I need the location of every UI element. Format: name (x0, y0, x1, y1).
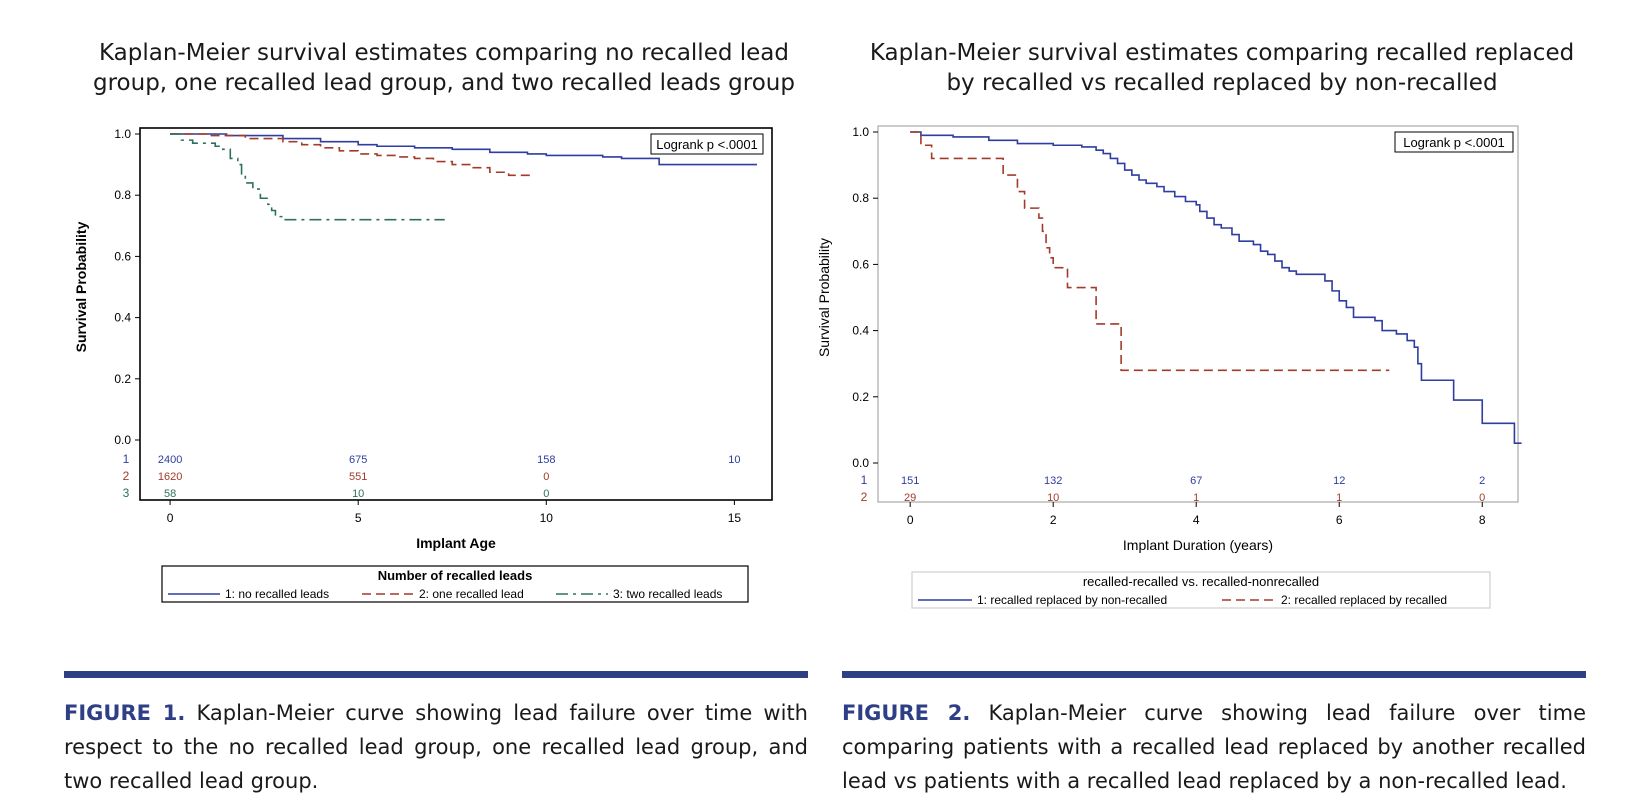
chart1-logrank-text: Logrank p <.0001 (656, 137, 758, 152)
chart1-ytick-label: 1.0 (114, 127, 131, 141)
chart2-ytick-label: 0.8 (852, 191, 869, 205)
chart2-risk-count: 10 (1047, 492, 1059, 504)
chart2-logrank-box (1394, 131, 1514, 153)
chart1-risk-count: 10 (728, 454, 740, 466)
chart2-risk-count: 132 (1044, 475, 1062, 487)
chart2-legend-label-1: 1: recalled replaced by non-recalled (977, 593, 1167, 607)
chart1-risk-count: 0 (543, 488, 549, 500)
chart1-legend-title: Number of recalled leads (378, 568, 533, 583)
figure-2-caption-text: Kaplan-Meier curve showing lead failure … (842, 701, 1586, 793)
chart1-xtick-label: 5 (355, 511, 362, 525)
chart2-risk-count: 151 (901, 475, 919, 487)
chart2-legend-label-2: 2: recalled replaced by recalled (1281, 593, 1447, 607)
chart2-risk-count: 0 (1479, 492, 1485, 504)
chart2-xtick-label: 4 (1193, 513, 1200, 527)
chart1-legend-box (161, 565, 749, 603)
chart1-risk-count: 1620 (158, 471, 182, 483)
chart2-plot-frame (877, 125, 1519, 503)
chart2-ytick-label: 1.0 (852, 125, 869, 139)
chart2-xtick-label: 6 (1336, 513, 1343, 527)
chart2-risk-count: 1 (1336, 492, 1342, 504)
chart1-risk-row-1-id: 1 (123, 452, 130, 466)
chart1-ytick-label: 0.0 (114, 433, 131, 447)
chart1-xtick-label: 10 (540, 511, 554, 525)
figure-2-chart-title: Kaplan-Meier survival estimates comparin… (842, 38, 1602, 98)
chart2-xtick-label: 0 (907, 513, 914, 527)
chart1-risk-row-2-id: 2 (123, 469, 130, 483)
chart2-x-axis-label: Implant Duration (years) (1123, 537, 1273, 553)
chart1-risk-count: 10 (352, 488, 364, 500)
chart1-risk-count: 551 (349, 471, 367, 483)
chart1-xtick-label: 15 (728, 511, 742, 525)
chart1-ytick-label: 0.8 (114, 188, 131, 202)
chart2-ytick-label: 0.6 (852, 257, 869, 271)
chart1-plot-frame (139, 127, 773, 501)
figure-1-divider (64, 671, 808, 678)
figure-1-panel: Kaplan-Meier survival estimates comparin… (64, 0, 824, 806)
figure-2-label: FIGURE 2. (842, 701, 971, 725)
chart2-legend: recalled-recalled vs. recalled-nonrecall… (911, 571, 1491, 609)
chart2-series-2-curve (910, 131, 1390, 372)
chart1-x-axis-label: Implant Age (416, 535, 496, 551)
chart1-risk-count: 2400 (158, 454, 182, 466)
chart1-risk-count: 58 (164, 488, 176, 500)
figure-1-label: FIGURE 1. (64, 701, 186, 725)
chart2-risk-count: 67 (1190, 475, 1202, 487)
chart2-xtick-label: 8 (1479, 513, 1486, 527)
chart2-xtick-label: 2 (1050, 513, 1057, 527)
figure-1-title-line-1: Kaplan-Meier survival estimates comparin… (99, 40, 789, 66)
figure-1-title-line-2: group, one recalled lead group, and two … (93, 70, 795, 96)
chart2-risk-row-1-id: 1 (861, 473, 868, 487)
chart1-legend-label-1: 1: no recalled leads (225, 587, 329, 601)
chart1-logrank-annotation: Logrank p <.0001 (650, 133, 764, 155)
chart2-risk-row-2-id: 2 (861, 490, 868, 504)
figure-2-km-chart: 0.0 0.2 0.4 0.6 0.8 1.0 0 2 4 6 8 Implant Duration … (816, 125, 1522, 609)
figure-1-caption-text: Kaplan-Meier curve showing lead failure … (64, 701, 808, 793)
chart1-series-1-curve (170, 133, 757, 166)
chart1-ytick-label: 0.4 (114, 311, 131, 325)
chart2-logrank-text: Logrank p <.0001 (1403, 135, 1505, 150)
figure-2-panel: Kaplan-Meier survival estimates comparin… (816, 0, 1602, 806)
chart1-risk-row-3-id: 3 (123, 486, 130, 500)
chart1-legend-label-2: 2: one recalled lead (419, 587, 524, 601)
figure-2-caption: FIGURE 2. Kaplan-Meier curve showing lea… (842, 696, 1586, 798)
chart2-risk-count: 1 (1193, 492, 1199, 504)
chart1-logrank-box (650, 133, 764, 155)
figure-2-title-line-1: Kaplan-Meier survival estimates comparin… (869, 40, 1575, 66)
chart1-series-2-curve (170, 133, 532, 177)
chart2-logrank-annotation: Logrank p <.0001 (1394, 131, 1514, 153)
chart2-ytick-label: 0.4 (852, 324, 869, 338)
chart2-risk-count: 29 (904, 492, 916, 504)
figure-1-chart-title: Kaplan-Meier survival estimates comparin… (64, 38, 824, 98)
chart2-series-1-curve (910, 131, 1522, 444)
chart2-legend-title: recalled-recalled vs. recalled-nonrecall… (1083, 574, 1319, 589)
figure-1-caption: FIGURE 1. Kaplan-Meier curve showing lea… (64, 696, 808, 798)
chart1-legend: Number of recalled leads 1: no recalled l… (161, 565, 749, 603)
chart1-risk-count: 158 (537, 454, 555, 466)
chart2-risk-count: 2 (1479, 475, 1485, 487)
chart2-ytick-label: 0.0 (852, 456, 869, 470)
chart1-ytick-label: 0.2 (114, 372, 131, 386)
chart1-ytick-label: 0.6 (114, 249, 131, 263)
figure-2-divider (842, 671, 1586, 678)
chart1-y-axis-label: Survival Probability (73, 221, 89, 352)
chart1-risk-count: 675 (349, 454, 367, 466)
chart1-legend-label-3: 3: two recalled leads (613, 587, 722, 601)
chart2-ytick-label: 0.2 (852, 390, 869, 404)
chart2-legend-box (911, 571, 1491, 609)
chart1-risk-count: 0 (543, 471, 549, 483)
chart1-xtick-label: 0 (167, 511, 174, 525)
figure-2-title-line-2: by recalled vs recalled replaced by non-… (946, 70, 1498, 96)
chart1-series-3-curve (170, 133, 445, 221)
chart2-y-axis-label: Survival Probability (816, 238, 832, 357)
chart2-risk-count: 12 (1333, 475, 1345, 487)
